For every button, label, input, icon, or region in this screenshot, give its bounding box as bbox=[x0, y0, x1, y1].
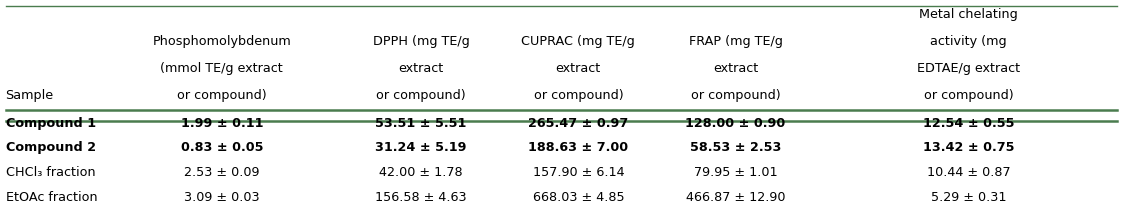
Text: extract: extract bbox=[556, 62, 601, 75]
Text: 58.53 ± 2.53: 58.53 ± 2.53 bbox=[690, 141, 782, 154]
Text: 188.63 ± 7.00: 188.63 ± 7.00 bbox=[528, 141, 629, 154]
Text: extract: extract bbox=[399, 62, 444, 75]
Text: 2.53 ± 0.09: 2.53 ± 0.09 bbox=[184, 166, 259, 179]
Text: Metal chelating: Metal chelating bbox=[920, 8, 1017, 21]
Text: CUPRAC (mg TE/g: CUPRAC (mg TE/g bbox=[521, 35, 636, 48]
Text: 42.00 ± 1.78: 42.00 ± 1.78 bbox=[380, 166, 463, 179]
Text: Compound 1: Compound 1 bbox=[6, 117, 95, 130]
Text: 53.51 ± 5.51: 53.51 ± 5.51 bbox=[375, 117, 467, 130]
Text: 3.09 ± 0.03: 3.09 ± 0.03 bbox=[184, 191, 259, 204]
Text: 128.00 ± 0.90: 128.00 ± 0.90 bbox=[685, 117, 786, 130]
Text: DPPH (mg TE/g: DPPH (mg TE/g bbox=[373, 35, 469, 48]
Text: 668.03 ± 4.85: 668.03 ± 4.85 bbox=[532, 191, 624, 204]
Text: extract: extract bbox=[713, 62, 758, 75]
Text: or compound): or compound) bbox=[533, 89, 623, 102]
Text: activity (mg: activity (mg bbox=[930, 35, 1007, 48]
Text: 31.24 ± 5.19: 31.24 ± 5.19 bbox=[375, 141, 467, 154]
Text: or compound): or compound) bbox=[177, 89, 266, 102]
Text: or compound): or compound) bbox=[376, 89, 466, 102]
Text: 79.95 ± 1.01: 79.95 ± 1.01 bbox=[694, 166, 777, 179]
Text: CHCl₃ fraction: CHCl₃ fraction bbox=[6, 166, 95, 179]
Text: Sample: Sample bbox=[6, 89, 54, 102]
Text: Compound 2: Compound 2 bbox=[6, 141, 95, 154]
Text: (mmol TE/g extract: (mmol TE/g extract bbox=[161, 62, 283, 75]
Text: Phosphomolybdenum: Phosphomolybdenum bbox=[153, 35, 291, 48]
Text: 156.58 ± 4.63: 156.58 ± 4.63 bbox=[375, 191, 467, 204]
Text: 12.54 ± 0.55: 12.54 ± 0.55 bbox=[923, 117, 1014, 130]
Text: or compound): or compound) bbox=[691, 89, 780, 102]
Text: 10.44 ± 0.87: 10.44 ± 0.87 bbox=[926, 166, 1011, 179]
Text: FRAP (mg TE/g: FRAP (mg TE/g bbox=[688, 35, 783, 48]
Text: 265.47 ± 0.97: 265.47 ± 0.97 bbox=[528, 117, 629, 130]
Text: EDTAE/g extract: EDTAE/g extract bbox=[917, 62, 1020, 75]
Text: 466.87 ± 12.90: 466.87 ± 12.90 bbox=[686, 191, 785, 204]
Text: EtOAc fraction: EtOAc fraction bbox=[6, 191, 98, 204]
Text: 5.29 ± 0.31: 5.29 ± 0.31 bbox=[931, 191, 1006, 204]
Text: 13.42 ± 0.75: 13.42 ± 0.75 bbox=[923, 141, 1014, 154]
Text: 0.83 ± 0.05: 0.83 ± 0.05 bbox=[181, 141, 263, 154]
Text: 1.99 ± 0.11: 1.99 ± 0.11 bbox=[181, 117, 263, 130]
Text: or compound): or compound) bbox=[924, 89, 1013, 102]
Text: 157.90 ± 6.14: 157.90 ± 6.14 bbox=[532, 166, 624, 179]
